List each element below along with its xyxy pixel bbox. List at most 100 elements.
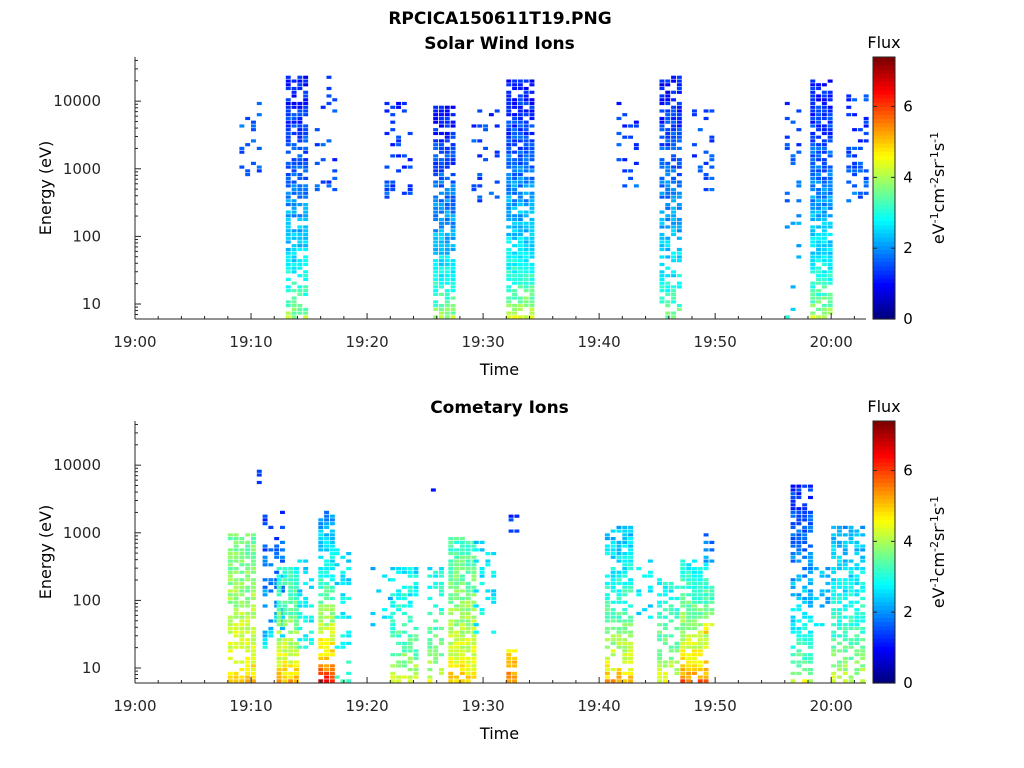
data-cell [444,270,450,274]
data-cell [262,630,268,634]
data-cell [297,600,303,604]
data-cell [842,593,848,597]
colorbar-step [873,192,895,197]
data-cell [390,623,396,627]
data-cell [276,641,282,645]
colorbar-step [873,61,895,66]
data-cell [671,105,677,109]
data-cell [324,608,330,612]
data-cell [309,615,314,619]
data-cell [303,581,309,586]
data-cell [488,191,494,195]
data-cell [245,563,251,567]
data-cell [448,679,454,683]
data-cell [846,165,852,169]
data-cell [227,671,233,675]
data-cell [860,555,866,559]
data-cell [665,165,671,169]
data-cell [842,540,848,544]
data-cell [523,244,529,248]
data-cell [604,619,610,623]
data-cell [251,537,256,541]
data-cell [334,563,340,567]
data-cell [288,679,294,683]
data-cell [668,604,674,608]
data-cell [628,671,634,675]
colorbar-step [873,556,895,561]
data-cell [680,623,686,627]
data-cell [459,559,465,563]
data-cell [810,266,816,270]
data-cell [439,113,444,117]
data-cell [671,180,677,184]
data-cell [671,221,677,225]
data-cell [668,611,674,616]
data-cell [863,191,869,195]
data-cell [665,255,671,259]
data-cell [665,180,671,184]
data-cell [517,105,523,109]
data-cell [512,671,518,675]
colorbar-step [873,220,895,226]
data-cell [810,83,816,87]
data-cell [848,585,854,589]
data-cell [318,533,324,537]
data-cell [430,488,436,492]
data-cell [448,574,454,578]
data-cell [848,578,854,582]
data-cell [465,630,471,634]
data-cell [523,221,529,225]
data-cell [529,244,535,248]
data-cell [324,548,330,552]
data-cell [309,585,314,589]
data-cell [297,285,303,289]
data-cell [831,615,837,619]
data-cell [346,581,352,586]
data-cell [616,675,622,679]
y-tick-label: 10000 [53,92,101,110]
data-cell [837,540,842,544]
data-cell [680,578,686,582]
data-cell [401,660,407,664]
data-cell [318,525,324,529]
data-cell [444,105,450,109]
data-cell [810,285,816,289]
data-cell [439,626,444,631]
data-cell [439,304,444,308]
data-cell [825,581,831,586]
data-cell [671,251,677,255]
data-cell [816,270,822,274]
data-cell [318,671,324,675]
colorbar-step [873,592,895,598]
data-cell [303,619,309,623]
data-cell [329,522,335,526]
data-cell [506,161,512,165]
data-cell [808,544,813,548]
data-cell [852,98,858,102]
data-cell [676,281,682,285]
data-cell [676,217,682,222]
data-cell [274,570,280,574]
data-cell [622,671,628,675]
data-cell [616,570,622,574]
data-cell [657,604,663,608]
data-cell [439,143,444,147]
data-cell [529,285,535,289]
data-cell [439,203,444,207]
data-cell [324,668,330,672]
data-cell [285,262,291,267]
data-cell [827,169,833,173]
data-cell [604,574,610,578]
data-cell [413,634,419,638]
colorbar-step [873,605,895,610]
data-cell [384,191,390,195]
data-cell [450,120,456,124]
data-cell [288,585,294,589]
data-cell [291,169,297,173]
data-cell [433,173,439,177]
data-cell [842,664,848,668]
data-cell [784,191,790,195]
data-cell [439,150,444,154]
data-cell [671,300,677,304]
data-cell [810,98,816,102]
